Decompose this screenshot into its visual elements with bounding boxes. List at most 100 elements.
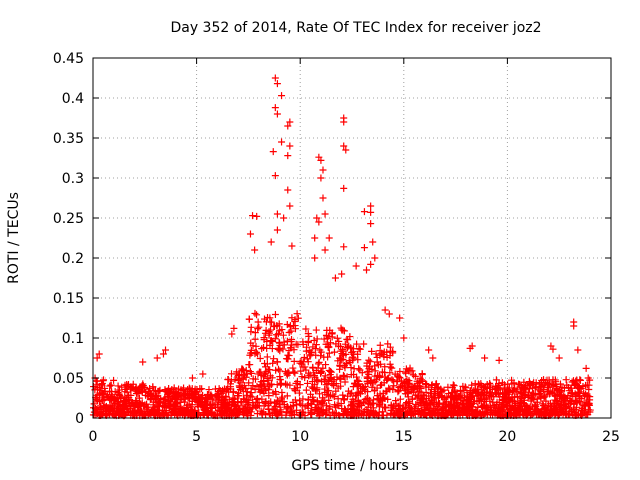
data-point: [364, 388, 372, 396]
data-point: [111, 404, 119, 412]
data-point: [159, 350, 167, 358]
data-point: [276, 403, 284, 411]
data-point: [273, 358, 281, 366]
data-point: [511, 393, 519, 401]
data-point: [110, 393, 118, 401]
data-point: [338, 405, 346, 413]
data-point: [242, 366, 250, 374]
data-point: [397, 382, 405, 390]
data-point: [558, 383, 566, 391]
data-point: [461, 383, 469, 391]
data-point: [254, 402, 262, 410]
data-point: [141, 386, 149, 394]
data-point: [339, 326, 347, 334]
data-point: [559, 410, 567, 418]
data-point: [582, 364, 590, 372]
data-point: [278, 326, 286, 334]
data-point: [541, 381, 549, 389]
data-point: [278, 395, 286, 403]
data-point: [578, 404, 586, 412]
data-point: [230, 324, 238, 332]
data-point: [304, 330, 312, 338]
data-point: [254, 325, 262, 333]
data-point: [153, 408, 161, 416]
data-point: [501, 394, 509, 402]
data-point: [393, 378, 401, 386]
data-point: [284, 186, 292, 194]
data-point: [493, 398, 501, 406]
data-point: [121, 381, 129, 389]
data-point: [321, 210, 329, 218]
data-point: [350, 400, 358, 408]
data-point: [149, 383, 157, 391]
data-point: [312, 326, 320, 334]
data-point: [293, 310, 301, 318]
data-point: [357, 390, 365, 398]
data-point: [484, 404, 492, 412]
data-point: [260, 344, 268, 352]
data-point: [234, 392, 242, 400]
x-tick-label: 25: [602, 429, 620, 445]
data-point: [251, 246, 259, 254]
data-point: [491, 385, 499, 393]
data-point: [184, 385, 192, 393]
data-point: [334, 357, 342, 365]
data-point: [445, 407, 453, 415]
data-point: [410, 404, 418, 412]
data-point: [400, 334, 408, 342]
data-point: [268, 345, 276, 353]
data-point: [358, 383, 366, 391]
data-point: [423, 398, 431, 406]
data-point: [378, 368, 386, 376]
data-point: [372, 350, 380, 358]
data-point: [331, 403, 339, 411]
data-point: [392, 397, 400, 405]
data-point: [374, 361, 382, 369]
data-point: [315, 218, 323, 226]
data-point: [278, 388, 286, 396]
data-point: [516, 381, 524, 389]
data-point: [540, 393, 548, 401]
data-point: [273, 398, 281, 406]
data-point: [477, 402, 485, 410]
chart-title: Day 352 of 2014, Rate Of TEC Index for r…: [170, 20, 541, 36]
data-point: [440, 403, 448, 411]
data-point: [455, 392, 463, 400]
data-point: [360, 244, 368, 252]
data-point: [262, 318, 270, 326]
data-point: [95, 350, 103, 358]
data-point: [572, 380, 580, 388]
data-point: [288, 341, 296, 349]
data-point: [373, 353, 381, 361]
data-point: [404, 393, 412, 401]
data-point: [246, 361, 254, 369]
data-point: [553, 385, 561, 393]
data-point: [301, 363, 309, 371]
data-point: [522, 385, 530, 393]
data-point: [284, 368, 292, 376]
data-point: [355, 399, 363, 407]
data-point: [520, 378, 528, 386]
data-point: [300, 354, 308, 362]
data-point: [259, 408, 267, 416]
y-tick-label: 0.35: [53, 131, 84, 147]
data-point: [564, 392, 572, 400]
data-point: [531, 383, 539, 391]
data-point: [535, 380, 543, 388]
data-point: [483, 392, 491, 400]
data-point: [253, 394, 261, 402]
data-point: [297, 367, 305, 375]
data-point: [538, 400, 546, 408]
data-point: [278, 92, 286, 100]
data-point: [576, 376, 584, 384]
data-point: [561, 404, 569, 412]
y-tick-label: 0.3: [62, 171, 84, 187]
data-point: [119, 397, 127, 405]
data-point: [314, 398, 322, 406]
data-point: [124, 405, 132, 413]
data-point: [137, 400, 145, 408]
data-point: [198, 402, 206, 410]
y-tick-label: 0.2: [62, 251, 84, 267]
data-point: [319, 194, 327, 202]
data-point: [253, 410, 261, 418]
